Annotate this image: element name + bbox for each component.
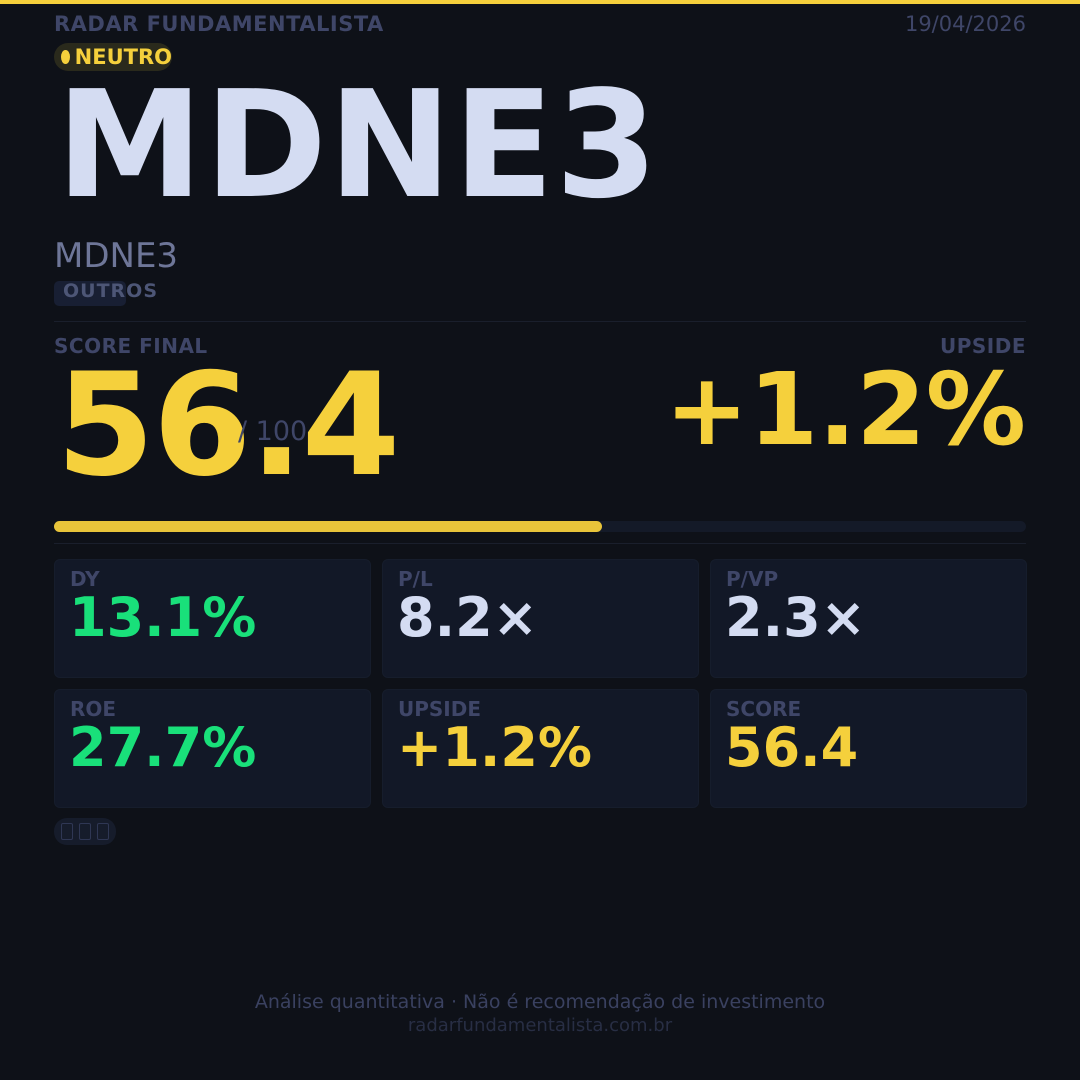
metric-value: 8.2× [397,586,538,649]
metric-label: SCORE [726,697,802,721]
company-name: MDNE3 [54,236,179,276]
status-dot-icon [61,50,70,64]
score-max: / 100 [238,416,308,447]
metric-card-pvp: P/VP 2.3× [710,559,1027,678]
metric-label: ROE [70,697,117,721]
tag-icons-pill [54,818,116,845]
metric-card-score: SCORE 56.4 [710,689,1027,808]
metric-value: 2.3× [725,586,866,649]
footer-disclaimer: Análise quantitativa · Não é recomendaçã… [254,991,826,1013]
missing-glyph-icon [61,823,73,840]
upside-title: UPSIDE [939,334,1026,358]
ticker-symbol: MDNE3 [56,59,660,231]
metric-card-dy: DY 13.1% [54,559,371,678]
metric-value: 27.7% [69,716,257,779]
status-badge: NEUTRO [54,43,172,71]
sector-badge [54,281,126,306]
metric-label: P/L [398,567,433,591]
score-progress-bar [54,521,1026,532]
upside-value: +1.2% [664,351,1026,468]
score-progress-fill [54,521,603,532]
metric-label: UPSIDE [398,697,482,721]
divider [54,321,1026,322]
metric-card-roe: ROE 27.7% [54,689,371,808]
status-label: NEUTRO [74,45,172,69]
metric-card-pl: P/L 8.2× [382,559,699,678]
missing-glyph-icon [79,823,91,840]
metric-value: 56.4 [725,716,859,779]
brand-title: RADAR FUNDAMENTALISTA [54,12,384,36]
divider [54,543,1026,544]
footer-site: radarfundamentalista.com.br [407,1015,673,1036]
report-date: 19/04/2026 [904,12,1026,36]
metric-value: 13.1% [69,586,257,649]
sector-label: OUTROS [63,280,159,302]
metric-label: DY [70,567,100,591]
score-value: 56.4 [56,343,400,508]
metric-card-upside: UPSIDE +1.2% [382,689,699,808]
metric-label: P/VP [726,567,779,591]
score-title: SCORE FINAL [54,334,208,358]
top-accent-bar [0,0,1080,4]
missing-glyph-icon [97,823,109,840]
metric-value: +1.2% [397,716,593,779]
